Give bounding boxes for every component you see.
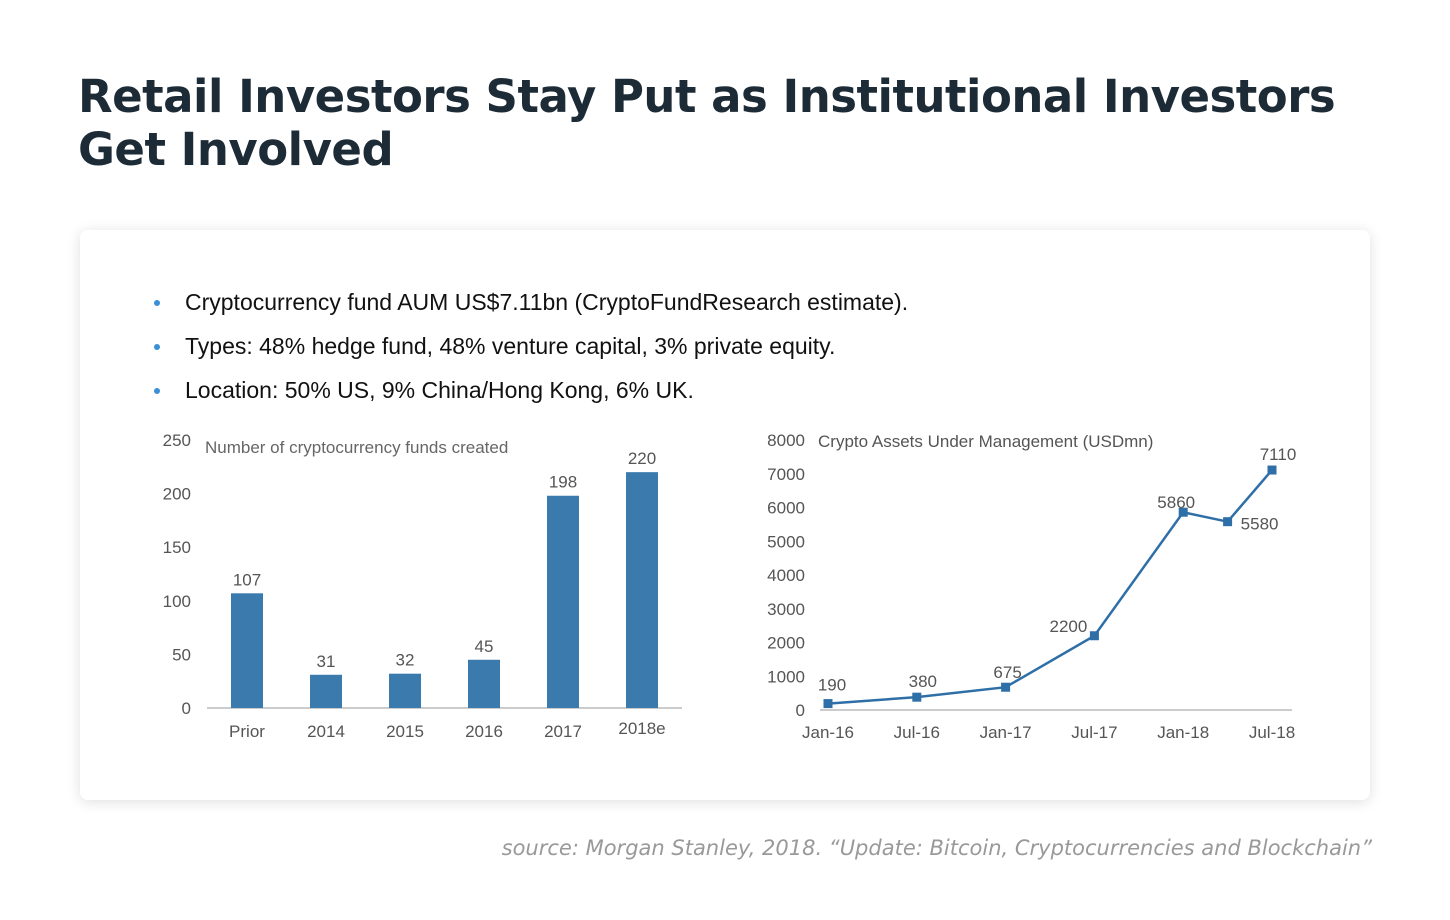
bar-data-label: 198 bbox=[549, 473, 577, 492]
bullet-item: Cryptocurrency fund AUM US$7.11bn (Crypt… bbox=[150, 286, 908, 330]
point-data-label: 2200 bbox=[1049, 617, 1087, 636]
y-tick-label: 6000 bbox=[767, 499, 805, 518]
bar bbox=[310, 674, 342, 708]
bar-chart-title: Number of cryptocurrency funds created bbox=[205, 438, 508, 457]
x-tick-label: 2018e bbox=[618, 719, 665, 738]
bullet-item: Types: 48% hedge fund, 48% venture capit… bbox=[150, 330, 908, 374]
content-card bbox=[80, 230, 1370, 800]
page-title: Retail Investors Stay Put as Institution… bbox=[78, 70, 1336, 176]
data-point-marker bbox=[1267, 465, 1277, 475]
y-tick-label: 250 bbox=[163, 431, 191, 450]
data-point-marker bbox=[1089, 631, 1099, 641]
y-tick-label: 1000 bbox=[767, 667, 805, 686]
data-point-marker bbox=[823, 699, 833, 709]
bullet-list: Cryptocurrency fund AUM US$7.11bn (Crypt… bbox=[150, 286, 908, 418]
point-data-label: 675 bbox=[993, 663, 1021, 682]
point-data-label: 190 bbox=[818, 676, 846, 695]
bar bbox=[468, 659, 500, 708]
source-note: source: Morgan Stanley, 2018. “Update: B… bbox=[501, 836, 1372, 860]
x-tick-label: Jul-17 bbox=[1071, 723, 1117, 742]
aum-line bbox=[827, 469, 1273, 705]
bar-data-label: 31 bbox=[317, 652, 336, 671]
y-tick-label: 150 bbox=[163, 538, 191, 557]
bar-data-label: 32 bbox=[396, 651, 415, 670]
bar-data-label: 45 bbox=[475, 637, 494, 656]
x-tick-label: Jan-16 bbox=[802, 723, 854, 742]
y-tick-label: 4000 bbox=[767, 566, 805, 585]
bullet-item: Location: 50% US, 9% China/Hong Kong, 6%… bbox=[150, 374, 908, 418]
data-point-marker bbox=[1178, 507, 1188, 517]
x-tick-label: Jul-18 bbox=[1249, 723, 1295, 742]
bar bbox=[626, 472, 658, 708]
point-data-label: 7110 bbox=[1260, 445, 1297, 464]
y-tick-label: 50 bbox=[172, 645, 191, 664]
data-point-marker bbox=[912, 692, 922, 702]
x-tick-label: Prior bbox=[229, 722, 265, 741]
bar-data-label: 107 bbox=[233, 570, 261, 589]
point-data-label: 380 bbox=[909, 672, 937, 691]
y-tick-label: 2000 bbox=[767, 634, 805, 653]
x-tick-label: 2014 bbox=[307, 722, 345, 741]
bullet-dot-icon bbox=[154, 300, 160, 306]
bullet-dot-icon bbox=[154, 344, 160, 350]
bar bbox=[231, 593, 263, 708]
x-tick-label: 2017 bbox=[544, 722, 582, 741]
x-tick-label: Jan-17 bbox=[980, 723, 1032, 742]
bullet-text: Cryptocurrency fund AUM US$7.11bn (Crypt… bbox=[185, 289, 909, 315]
y-tick-label: 0 bbox=[796, 701, 805, 720]
line-chart-title: Crypto Assets Under Management (USDmn) bbox=[818, 432, 1153, 451]
x-tick-label: 2015 bbox=[386, 722, 424, 741]
y-tick-label: 100 bbox=[163, 592, 191, 611]
bar bbox=[547, 495, 579, 708]
x-tick-label: Jul-16 bbox=[894, 723, 940, 742]
bar-data-label: 220 bbox=[628, 449, 656, 468]
point-data-label: 5580 bbox=[1241, 515, 1279, 534]
bullet-dot-icon bbox=[154, 388, 160, 394]
y-tick-label: 7000 bbox=[767, 465, 805, 484]
x-tick-label: Jan-18 bbox=[1157, 723, 1209, 742]
bullet-text: Types: 48% hedge fund, 48% venture capit… bbox=[185, 333, 836, 359]
y-tick-label: 5000 bbox=[767, 532, 805, 551]
y-tick-label: 3000 bbox=[767, 600, 805, 619]
data-point-marker bbox=[1001, 682, 1011, 692]
y-tick-label: 8000 bbox=[767, 431, 805, 450]
y-tick-label: 200 bbox=[163, 485, 191, 504]
bullet-text: Location: 50% US, 9% China/Hong Kong, 6%… bbox=[185, 377, 694, 403]
bar bbox=[389, 673, 421, 708]
y-tick-label: 0 bbox=[182, 699, 191, 718]
data-point-marker bbox=[1223, 517, 1233, 527]
point-data-label: 5860 bbox=[1157, 493, 1195, 512]
x-tick-label: 2016 bbox=[465, 722, 503, 741]
